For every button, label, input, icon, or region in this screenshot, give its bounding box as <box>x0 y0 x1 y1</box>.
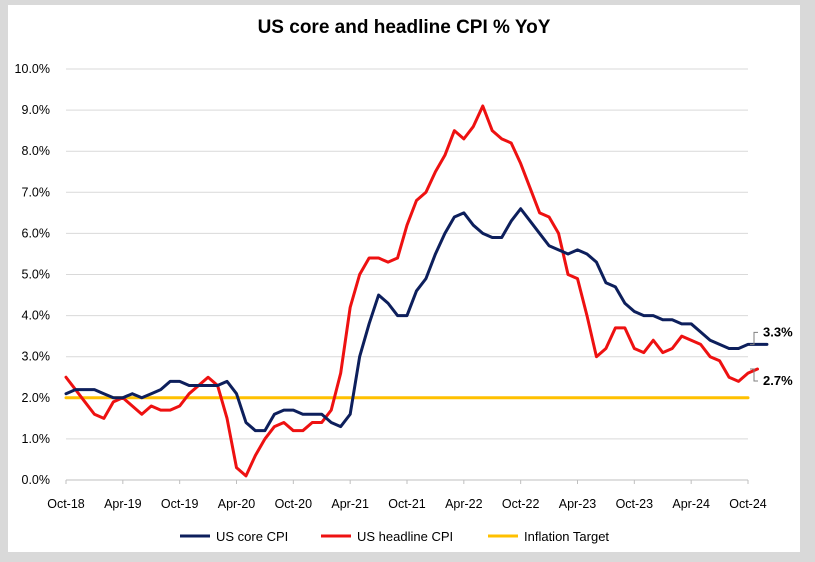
chart-title: US core and headline CPI % YoY <box>258 17 551 38</box>
legend: US core CPI US headline CPI Inflation Targ… <box>180 529 609 544</box>
x-tick-label: Oct-19 <box>161 497 199 511</box>
cpi-line-chart: US core and headline CPI % YoY 0.0% 1.0% 2… <box>15 17 794 544</box>
headline-annotation-leader <box>750 368 758 382</box>
y-tick-label: 1.0% <box>22 432 51 446</box>
legend-label-inflation-target: Inflation Target <box>524 529 609 544</box>
chart-frame: US core and headline CPI % YoY 0.0% 1.0% 2… <box>8 5 800 552</box>
x-tick-label: Oct-22 <box>502 497 540 511</box>
x-tick-label: Oct-20 <box>275 497 313 511</box>
x-tick-label: Apr-24 <box>672 497 710 511</box>
headline-end-label: 2.7% <box>763 373 793 388</box>
y-tick-label: 3.0% <box>22 350 51 364</box>
end-annotations: 3.3% 2.7% <box>750 324 793 388</box>
x-tick-label: Oct-21 <box>388 497 426 511</box>
y-tick-label: 0.0% <box>22 473 51 487</box>
series-layer <box>64 104 769 478</box>
series-line-us-headline-cpi <box>64 104 759 478</box>
y-tick-label: 8.0% <box>22 144 51 158</box>
y-tick-label: 10.0% <box>15 62 50 76</box>
core-annotation-leader <box>750 331 758 345</box>
core-end-label: 3.3% <box>763 324 793 339</box>
legend-label-us-core-cpi: US core CPI <box>216 529 288 544</box>
y-tick-label: 6.0% <box>22 226 51 240</box>
y-tick-label: 7.0% <box>22 185 51 199</box>
x-tick-label: Oct-24 <box>729 497 767 511</box>
x-tick-label: Apr-23 <box>559 497 597 511</box>
x-tick-label: Apr-21 <box>331 497 369 511</box>
y-tick-label: 9.0% <box>22 103 51 117</box>
y-tick-label: 4.0% <box>22 309 51 323</box>
legend-label-us-headline-cpi: US headline CPI <box>357 529 453 544</box>
y-tick-label: 5.0% <box>22 268 51 282</box>
series-line-us-core-cpi <box>64 207 769 433</box>
x-tick-label: Apr-22 <box>445 497 483 511</box>
y-tick-label: 2.0% <box>22 391 51 405</box>
x-tick-label: Oct-23 <box>616 497 654 511</box>
x-tick-label: Apr-20 <box>218 497 256 511</box>
y-axis-ticks: 0.0% 1.0% 2.0% 3.0% 4.0% 5.0% 6.0% 7.0% 8.0% 9.0%… <box>15 62 50 487</box>
x-tick-label: Oct-18 <box>47 497 85 511</box>
x-tick-label: Apr-19 <box>104 497 142 511</box>
x-axis-ticks: Oct-18 Apr-19 Oct-19 Apr-20 Oct-20 Apr-21 Oct-… <box>47 480 767 511</box>
